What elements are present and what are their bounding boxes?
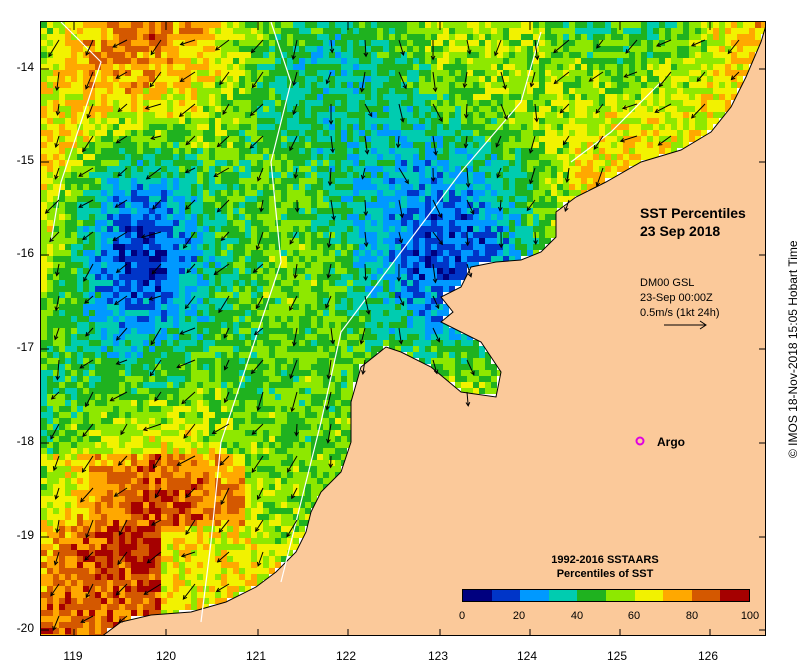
map-title-line: SST Percentiles [640,205,746,221]
lat-label: -17 [16,340,34,354]
colorbar-tick: 100 [740,610,760,622]
colorbar-tick: 20 [512,610,526,622]
colorbar-segment [691,590,721,601]
vector-time-label: 23-Sep 00:00Z [640,292,713,304]
bathymetry-contour [200,22,292,623]
map-title: SST Percentiles 23 Sep 2018 [640,204,746,240]
argo-float-marker-icon [635,436,645,446]
colorbar-segment [463,590,492,601]
sst-map [40,21,766,636]
colorbar-tick: 80 [685,610,699,622]
vector-scale-label: 0.5m/s (1kt 24h) [640,307,720,319]
colorbar-tick: 0 [458,610,466,622]
colorbar-segment [520,590,549,601]
colorbar-tick: 40 [570,610,584,622]
lat-label: -15 [16,153,34,167]
lon-label: 122 [335,649,357,663]
colorbar-segment [720,590,749,601]
vector-model-label: DM00 GSL [640,277,695,289]
colorbar-title-line1: 1992-2016 SSTAARS [551,554,659,566]
lat-label: -18 [16,434,34,448]
bathymetry-contour [570,81,662,163]
land-mass [102,26,765,635]
colorbar-tick: 60 [627,610,641,622]
colorbar-segment [548,590,578,601]
colorbar-title: 1992-2016 SSTAARS Percentiles of SST [520,553,690,581]
lat-label: -20 [16,621,34,635]
bathymetry-contour [280,31,542,583]
lon-label: 121 [245,649,267,663]
colorbar-title-line2: Percentiles of SST [556,568,654,580]
lon-label: 123 [427,649,449,663]
lon-label: 124 [516,649,538,663]
lat-label: -19 [16,528,34,542]
lat-label: -14 [16,60,34,74]
colorbar-segment [663,590,692,601]
colorbar-segment [577,590,606,601]
current-vectors [44,39,740,631]
axis-ticks [41,22,765,635]
colorbar-segment [491,590,521,601]
colorbar [462,589,750,602]
colorbar-segment [605,590,635,601]
lat-label: -16 [16,246,34,260]
lon-label: 126 [697,649,719,663]
vector-scale-arrow-icon [664,320,707,330]
lon-label: 119 [63,649,83,663]
map-title-date: 23 Sep 2018 [640,223,721,239]
vector-legend: DM00 GSL 23-Sep 00:00Z 0.5m/s (1kt 24h) [640,276,719,321]
credit-text: © IMOS 18-Nov-2018 15:05 Hobart Time [786,240,800,458]
lon-label: 120 [155,649,177,663]
argo-label: Argo [657,435,685,449]
sst-percentile-field [41,22,765,635]
sst-cells [41,22,765,635]
colorbar-segment [634,590,664,601]
lon-label: 125 [606,649,628,663]
